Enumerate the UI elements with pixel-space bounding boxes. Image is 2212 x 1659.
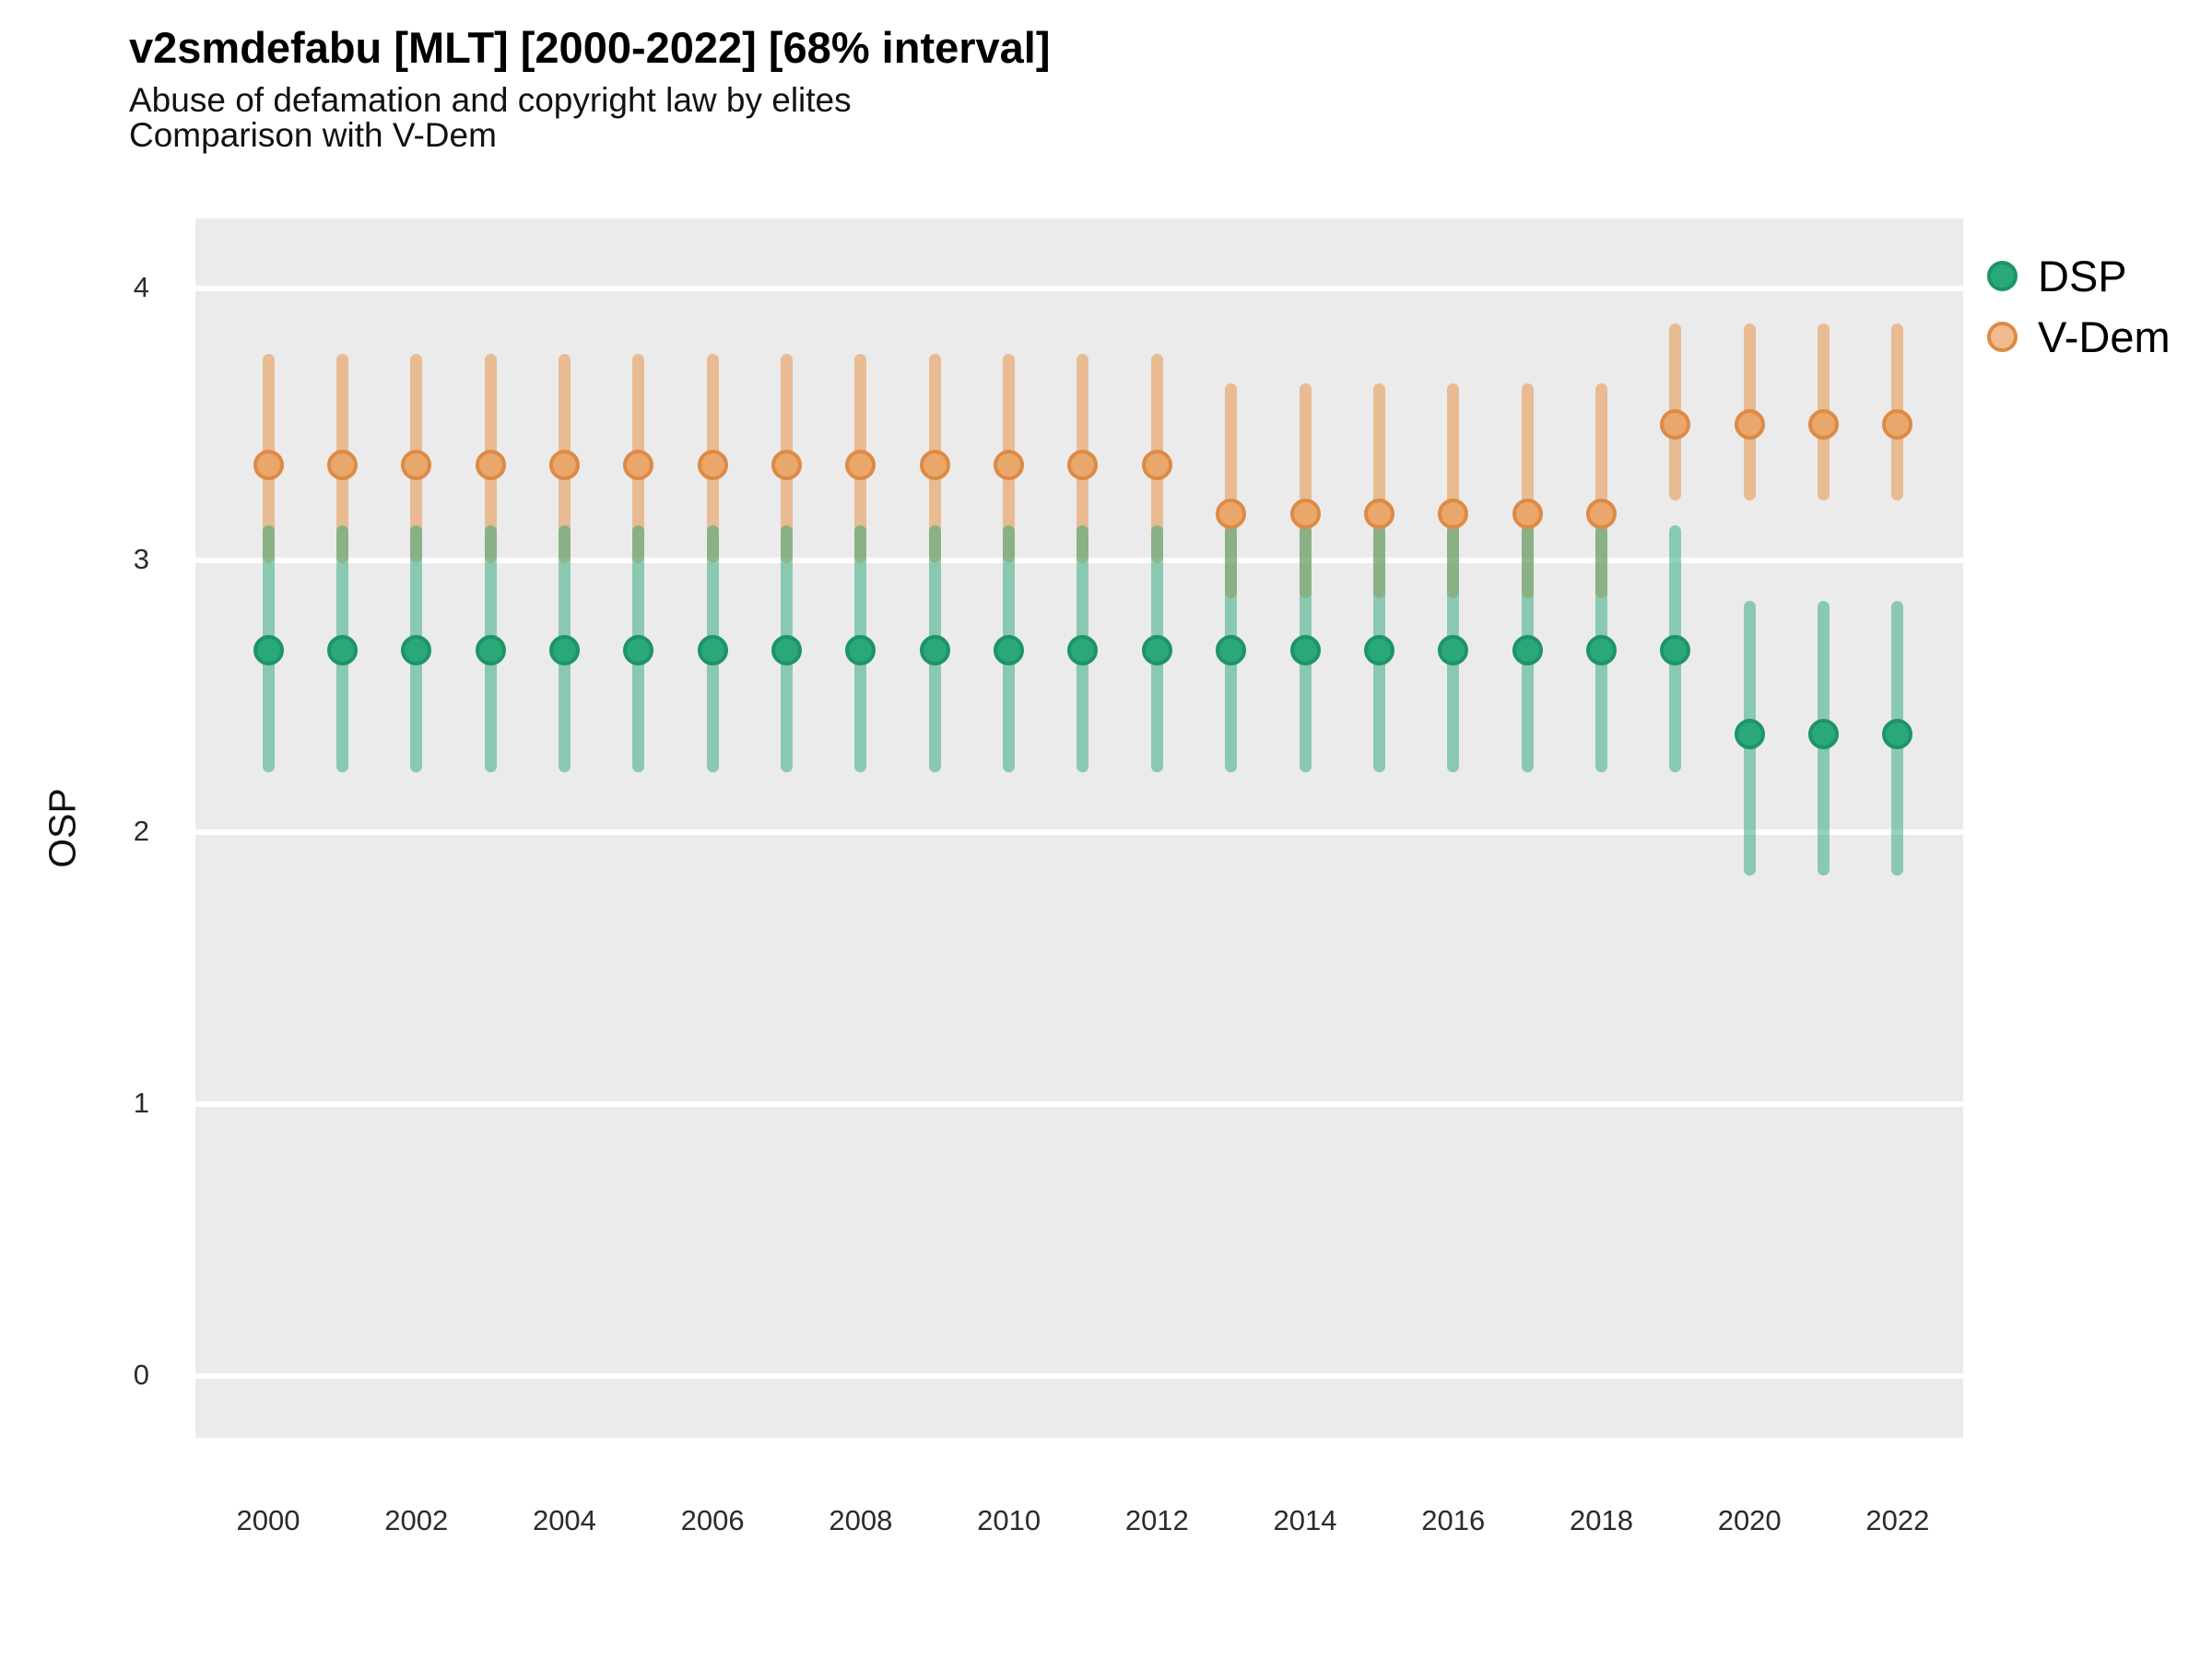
x-tick-label: 2000: [236, 1504, 300, 1536]
v-dem-point: [1067, 450, 1099, 481]
legend-label: V-Dem: [2038, 312, 2171, 361]
y-tick-label: 3: [133, 543, 149, 575]
x-tick-label: 2008: [829, 1504, 893, 1536]
v-dem-point: [1363, 499, 1394, 530]
v-dem-point: [919, 450, 950, 481]
x-tick-label: 2020: [1717, 1504, 1782, 1536]
gridline-y-0: [195, 1373, 1963, 1379]
legend-item-dsp: DSP: [1987, 245, 2171, 306]
v-dem-point: [1585, 499, 1617, 530]
x-tick-label: 2022: [1865, 1504, 1930, 1536]
y-tick-label: 1: [133, 1087, 149, 1119]
dsp-point: [1216, 634, 1247, 665]
chart-subtitle-comparison: Comparison with V-Dem: [129, 116, 497, 154]
v-dem-point: [1438, 499, 1469, 530]
dsp-point: [994, 634, 1025, 665]
dsp-point: [1660, 634, 1691, 665]
dsp-point: [326, 634, 358, 665]
v-dem-point: [1734, 409, 1765, 440]
x-tick-label: 2002: [384, 1504, 449, 1536]
y-tick-label: 2: [133, 815, 149, 847]
legend: DSP V-Dem: [1987, 245, 2171, 367]
v-dem-point: [1141, 450, 1172, 481]
v-dem-point: [548, 450, 580, 481]
dsp-point: [1141, 634, 1172, 665]
v-dem-point: [326, 450, 358, 481]
dsp-point: [1882, 719, 1913, 750]
dsp-point: [919, 634, 950, 665]
x-tick-label: 2016: [1421, 1504, 1486, 1536]
v-dem-point: [623, 450, 654, 481]
x-tick-label: 2018: [1569, 1504, 1633, 1536]
plot-panel: [195, 218, 1963, 1438]
gridline-y-4: [195, 286, 1963, 291]
dsp-point: [1067, 634, 1099, 665]
dsp-point: [1734, 719, 1765, 750]
dsp-point: [1363, 634, 1394, 665]
v-dem-point: [1882, 409, 1913, 440]
v-dem-point: [1216, 499, 1247, 530]
dsp-point: [771, 634, 803, 665]
y-tick-label: 0: [133, 1359, 149, 1391]
dsp-point: [253, 634, 284, 665]
x-tick-label: 2014: [1273, 1504, 1337, 1536]
v-dem-point: [475, 450, 506, 481]
v-dem-point: [1512, 499, 1543, 530]
v-dem-point: [401, 450, 432, 481]
v-dem-point: [697, 450, 728, 481]
x-tick-label: 2010: [977, 1504, 1041, 1536]
chart-subtitle: Abuse of defamation and copyright law by…: [129, 81, 852, 119]
v-dem-point: [253, 450, 284, 481]
dsp-point: [845, 634, 877, 665]
y-tick-label: 4: [133, 271, 149, 303]
gridline-y-1: [195, 1101, 1963, 1107]
v-dem-point: [1808, 409, 1840, 440]
gridline-y-2: [195, 830, 1963, 835]
v-dem-legend-swatch-icon: [1987, 321, 2018, 352]
v-dem-point: [771, 450, 803, 481]
dsp-legend-swatch-icon: [1987, 260, 2018, 291]
v-dem-point: [845, 450, 877, 481]
dsp-point: [475, 634, 506, 665]
v-dem-point: [1289, 499, 1321, 530]
dsp-point: [1289, 634, 1321, 665]
x-tick-label: 2004: [532, 1504, 596, 1536]
dsp-point: [548, 634, 580, 665]
chart-title: v2smdefabu [MLT] [2000-2022] [68% interv…: [129, 23, 1051, 72]
dsp-point: [697, 634, 728, 665]
x-tick-label: 2012: [1124, 1504, 1189, 1536]
x-tick-label: 2006: [680, 1504, 745, 1536]
v-dem-point: [1660, 409, 1691, 440]
dsp-point: [1512, 634, 1543, 665]
dsp-point: [1808, 719, 1840, 750]
legend-item-v-dem: V-Dem: [1987, 306, 2171, 367]
dsp-point: [623, 634, 654, 665]
dsp-point: [1438, 634, 1469, 665]
v-dem-point: [994, 450, 1025, 481]
dsp-point: [401, 634, 432, 665]
dsp-point: [1585, 634, 1617, 665]
legend-label: DSP: [2038, 251, 2127, 300]
